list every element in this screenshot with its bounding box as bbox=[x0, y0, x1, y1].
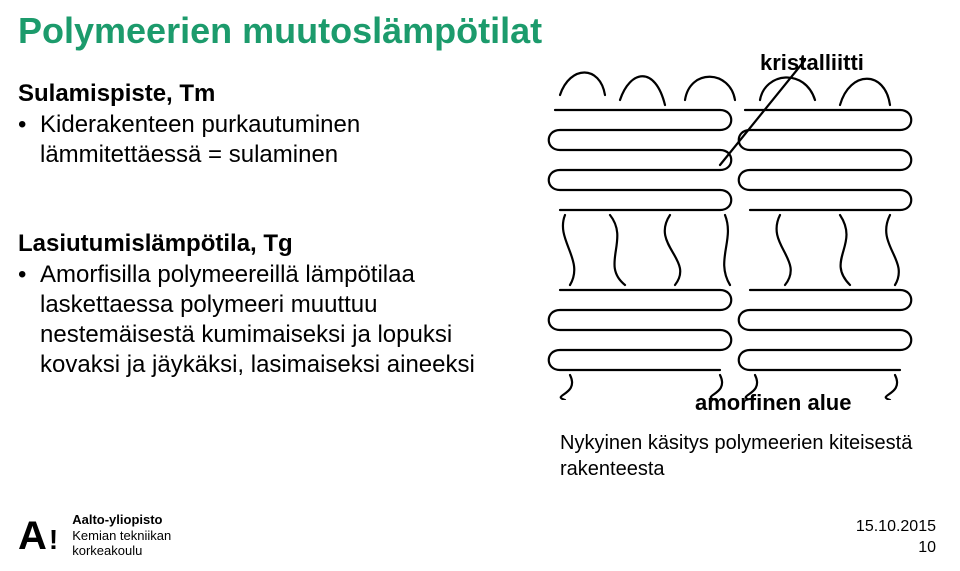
label-kristalliitti: kristalliitti bbox=[760, 50, 864, 76]
footer-org-text: Aalto-yliopisto Kemian tekniikan korkeak… bbox=[72, 512, 171, 559]
section1-bullet: • Kiderakenteen purkautuminen lämmitettä… bbox=[18, 110, 498, 170]
slide-date: 15.10.2015 bbox=[856, 517, 936, 538]
section2-head: Lasiutumislämpötila, Tg bbox=[18, 230, 498, 258]
slide-number: 10 bbox=[856, 538, 936, 559]
label-amorfinen: amorfinen alue bbox=[695, 390, 851, 416]
content-left: Sulamispiste, Tm • Kiderakenteen purkaut… bbox=[18, 80, 498, 380]
bullet-icon: • bbox=[18, 260, 40, 290]
footer-dept1: Kemian tekniikan bbox=[72, 528, 171, 544]
section1-bullet-text: Kiderakenteen purkautuminen lämmitettäes… bbox=[40, 110, 498, 170]
section2-bullet-text: Amorfisilla polymeereillä lämpötilaa las… bbox=[40, 260, 498, 380]
footer-org: Aalto-yliopisto bbox=[72, 512, 171, 528]
section2-bullet: • Amorfisilla polymeereillä lämpötilaa l… bbox=[18, 260, 498, 380]
footer-dept2: korkeakoulu bbox=[72, 543, 171, 559]
polymer-diagram bbox=[530, 60, 930, 400]
section1-head: Sulamispiste, Tm bbox=[18, 80, 498, 108]
footer-right: 15.10.2015 10 bbox=[856, 517, 936, 559]
slide-title: Polymeerien muutoslämpötilat bbox=[18, 10, 542, 52]
footer-left: A Aalto-yliopisto Kemian tekniikan korke… bbox=[18, 512, 171, 559]
aalto-logo-icon: A bbox=[18, 516, 58, 556]
diagram-caption: Nykyinen käsitys polymeerien kiteisestä … bbox=[560, 430, 960, 482]
bullet-icon: • bbox=[18, 110, 40, 140]
